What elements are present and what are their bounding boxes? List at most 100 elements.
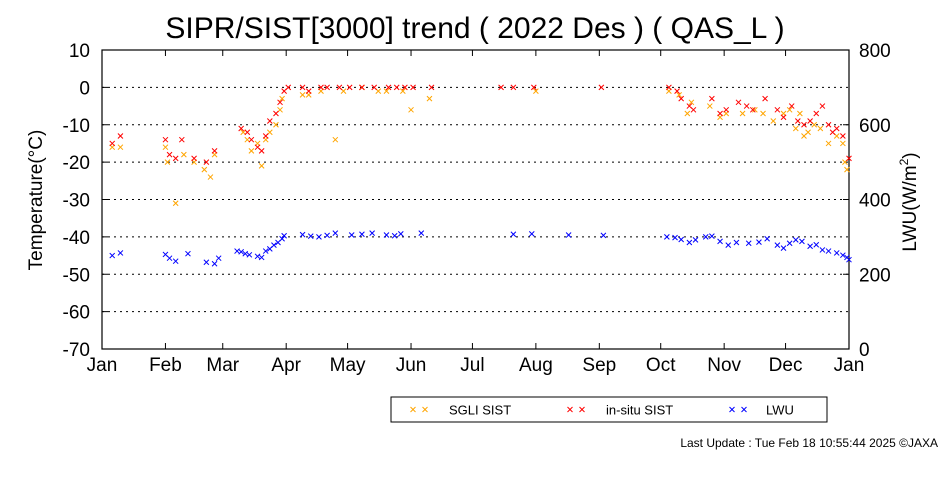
- lwu-point: [819, 247, 826, 253]
- sgli-sist-point: [426, 95, 433, 102]
- point-stroke: [756, 239, 762, 245]
- lwu-point: [702, 234, 709, 240]
- in-situ-sist-point: [498, 84, 504, 91]
- lwu-point: [324, 232, 330, 239]
- lwu-point: [825, 248, 832, 254]
- point-stroke: [244, 129, 251, 136]
- in-situ-sist-point: [402, 84, 408, 91]
- lwu-point: [185, 250, 191, 257]
- point-stroke: [422, 406, 428, 413]
- point-stroke: [410, 84, 416, 91]
- in-situ-sist-point: [273, 110, 279, 117]
- lwu-point: [307, 233, 314, 239]
- sgli-sist-point: [273, 121, 279, 128]
- point-stroke: [840, 133, 846, 139]
- x-tick-label: Dec: [769, 355, 803, 376]
- lwu-point: [166, 255, 173, 262]
- sgli-sist-point: [162, 144, 169, 151]
- lwu-point: [117, 250, 124, 256]
- point-stroke: [240, 129, 247, 136]
- point-stroke: [813, 110, 820, 117]
- legend-marker-in-situ-sist: [567, 406, 573, 413]
- point-stroke: [780, 245, 787, 251]
- point-stroke: [706, 103, 713, 109]
- in-situ-sist-point: [794, 118, 801, 124]
- x-tick-label: Feb: [149, 355, 182, 376]
- lwu-point: [807, 243, 813, 250]
- point-stroke: [359, 84, 365, 91]
- sgli-sist-point: [760, 110, 766, 117]
- lwu-point: [565, 232, 572, 238]
- lwu-point: [203, 259, 210, 266]
- lwu-point: [332, 230, 339, 236]
- x-tick-label: Jan: [87, 355, 118, 376]
- point-stroke: [788, 103, 795, 109]
- in-situ-sist-point: [666, 84, 672, 91]
- point-stroke: [273, 121, 279, 128]
- point-stroke: [348, 232, 355, 238]
- point-stroke: [797, 110, 803, 117]
- in-situ-sist-point: [774, 106, 781, 113]
- point-stroke: [324, 232, 330, 239]
- point-stroke: [792, 237, 799, 243]
- point-stroke: [498, 84, 504, 91]
- point-stroke: [426, 95, 433, 102]
- point-stroke: [258, 148, 265, 154]
- point-stroke: [271, 242, 277, 248]
- in-situ-sist-point: [840, 133, 846, 139]
- point-stroke: [739, 110, 746, 117]
- y2-tick-label: 400: [859, 191, 891, 212]
- sgli-sist-point: [792, 125, 799, 132]
- in-situ-sist-point: [162, 136, 169, 143]
- point-stroke: [172, 258, 179, 265]
- point-stroke: [676, 91, 682, 98]
- x-tick-label: Aug: [519, 355, 553, 376]
- point-stroke: [840, 140, 846, 147]
- y2-tick-label: 0: [859, 340, 870, 361]
- point-stroke: [717, 110, 723, 117]
- point-stroke: [844, 166, 850, 173]
- in-situ-sist-point: [674, 88, 680, 94]
- lwu-point: [709, 233, 715, 239]
- grid-lines: [102, 86, 849, 313]
- point-stroke: [786, 106, 793, 113]
- point-stroke: [567, 406, 573, 413]
- y-tick-label: -20: [63, 153, 90, 174]
- point-stroke: [664, 234, 670, 240]
- point-stroke: [402, 84, 408, 91]
- sgli-sist-point: [399, 88, 406, 94]
- x-tick-label: Mar: [206, 355, 239, 376]
- point-stroke: [117, 133, 124, 139]
- point-stroke: [383, 232, 390, 238]
- point-stroke: [203, 159, 210, 165]
- in-situ-sist-point: [191, 155, 197, 162]
- lwu-point: [692, 237, 699, 243]
- point-stroke: [238, 125, 245, 132]
- lwu-point: [510, 231, 517, 238]
- point-stroke: [383, 88, 390, 94]
- in-situ-sist-point: [244, 129, 251, 136]
- point-stroke: [273, 110, 279, 117]
- point-stroke: [805, 129, 811, 136]
- point-stroke: [735, 99, 742, 106]
- point-stroke: [825, 121, 832, 128]
- in-situ-sist-point: [178, 136, 185, 143]
- point-stroke: [369, 230, 376, 236]
- y-tick-label: -40: [63, 228, 90, 249]
- in-situ-sist-point: [690, 106, 697, 113]
- point-stroke: [307, 233, 314, 239]
- lwu-point: [833, 250, 840, 256]
- in-situ-sist-point: [833, 125, 840, 132]
- sgli-sist-point: [258, 163, 265, 169]
- point-stroke: [166, 255, 173, 262]
- point-stroke: [817, 125, 824, 132]
- sgli-sist-point: [279, 95, 285, 102]
- in-situ-sist-point: [299, 84, 306, 91]
- point-stroke: [371, 84, 378, 91]
- lwu-point: [786, 240, 793, 247]
- y-tick-label: -30: [63, 191, 90, 212]
- point-stroke: [723, 106, 730, 113]
- in-situ-sist-point: [825, 121, 832, 128]
- legend-marker-lwu: [741, 406, 747, 413]
